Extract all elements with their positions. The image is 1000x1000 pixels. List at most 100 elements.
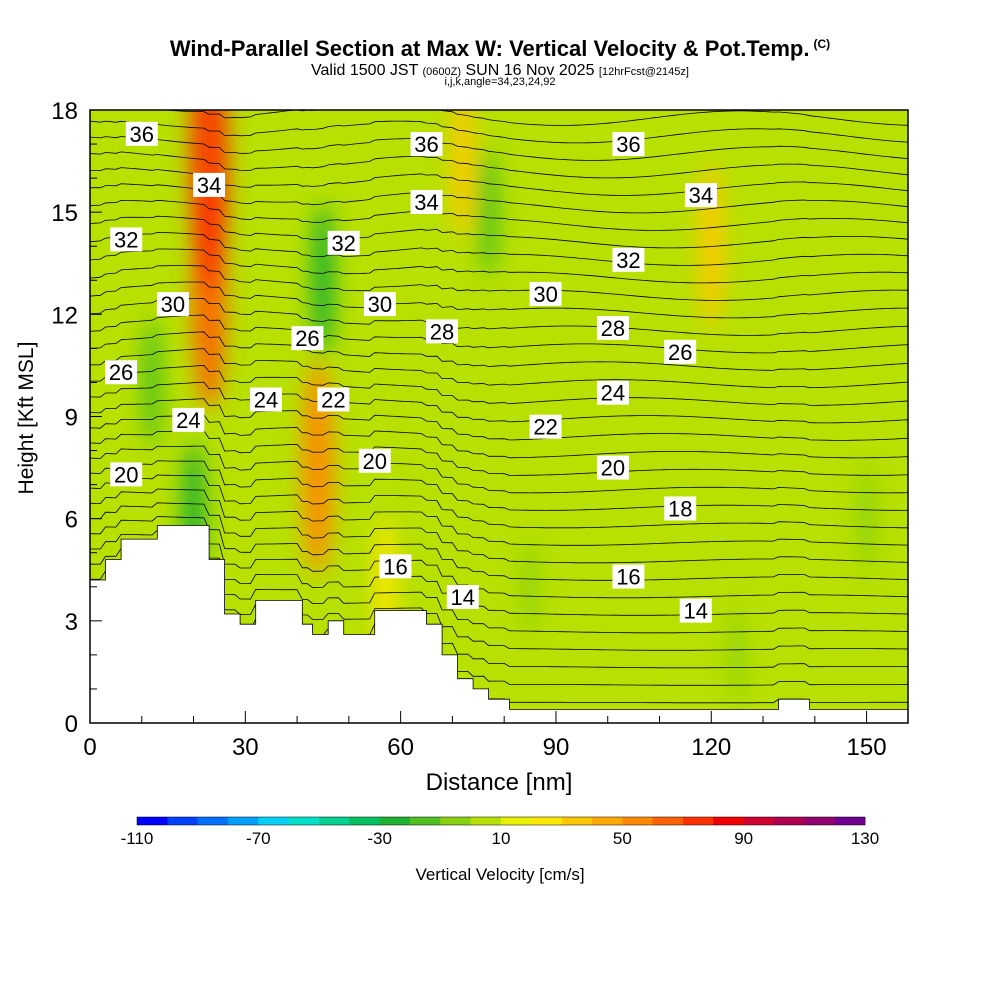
colorbar: -110 -70 -30 10 50 90 130	[121, 816, 879, 848]
theta-contour-21	[90, 297, 908, 336]
theta-label-text: 14	[451, 585, 475, 610]
valid-time-line: Valid 1500 JST (0600Z) SUN 16 Nov 2025 […	[0, 62, 1000, 80]
theta-contour-17	[90, 364, 908, 406]
colorbar-tick-label: -70	[246, 829, 271, 848]
theta-label-14: 14	[679, 598, 712, 624]
theta-label-box	[291, 326, 324, 351]
theta-contour-10	[90, 474, 908, 529]
theta-label-text: 20	[363, 449, 387, 474]
x-tick-label: 0	[83, 734, 96, 761]
theta-label-box	[596, 455, 629, 480]
colorbar-swatch	[652, 817, 684, 825]
theta-label-text: 32	[616, 248, 640, 273]
theta-label-32: 32	[327, 230, 360, 256]
theta-label-text: 36	[616, 132, 640, 157]
colorbar-tick-label: -30	[367, 829, 392, 848]
theta-label-box	[363, 292, 396, 317]
theta-label-text: 30	[368, 292, 392, 317]
contour-labels: 36 36 36 34 34 34 32 32 32 30 30 30 28 28 26 26 26 24 24 24…	[105, 122, 717, 624]
colorbar-tick-label: 130	[851, 829, 879, 848]
colorbar-swatch	[622, 817, 653, 825]
theta-label-box	[379, 554, 412, 579]
theta-label-34: 34	[684, 183, 717, 208]
colorbar-swatch	[592, 817, 623, 825]
theta-contour-6	[90, 529, 908, 599]
theta-label-text: 26	[109, 360, 133, 385]
colorbar-swatch	[531, 817, 562, 825]
theta-contour-32	[90, 120, 908, 144]
theta-contour-9	[90, 488, 908, 546]
theta-contour-23	[90, 265, 908, 301]
colorbar-swatch	[470, 817, 502, 825]
colorbar-swatch	[683, 817, 714, 825]
theta-contour-20	[90, 314, 908, 354]
forecast-info: [12hrFcst@2145z]	[598, 66, 689, 78]
theta-contour-24	[90, 248, 908, 284]
theta-label-box	[612, 132, 645, 157]
theta-label-box	[596, 315, 629, 340]
theta-contour-27	[90, 199, 908, 231]
theta-label-box	[664, 339, 697, 364]
theta-label-text: 34	[689, 183, 713, 208]
x-axis-label: Distance [nm]	[426, 769, 573, 796]
theta-label-box	[684, 183, 717, 208]
theta-label-box	[156, 292, 189, 317]
copyright-mark: (C)	[813, 36, 831, 51]
theta-label-box	[679, 598, 712, 623]
colorbar-swatch	[804, 817, 835, 825]
theta-label-text: 32	[114, 227, 138, 252]
theta-label-text: 26	[295, 326, 319, 351]
theta-label-box	[612, 564, 645, 589]
y-tick-label: 12	[51, 302, 78, 329]
theta-label-box	[664, 496, 697, 521]
theta-label-box	[446, 584, 479, 609]
theta-label-16: 16	[379, 554, 412, 579]
theta-label-box	[529, 281, 562, 306]
x-tick-label: 60	[387, 734, 414, 761]
theta-contour-7	[90, 516, 908, 581]
colorbar-swatch	[774, 817, 805, 825]
theta-label-36: 36	[125, 122, 158, 147]
colorbar-tick-label: 10	[492, 829, 511, 848]
theta-label-26: 26	[664, 339, 697, 365]
colorbar-swatch	[501, 817, 532, 825]
colorbar-tick-label: -110	[121, 829, 154, 848]
theta-contour-33	[148, 110, 908, 126]
w-feature-2	[301, 361, 334, 574]
theta-label-box	[426, 319, 459, 344]
theta-label-28: 28	[596, 315, 629, 341]
theta-label-box	[410, 189, 443, 214]
y-tick-label: 18	[51, 98, 78, 125]
valid-prefix: Valid 1500 JST	[311, 62, 419, 79]
theta-label-24: 24	[172, 407, 205, 433]
theta-contour-5	[90, 543, 908, 616]
theta-label-text: 16	[383, 554, 407, 579]
x-tick-label: 30	[232, 734, 259, 761]
theta-label-text: 32	[331, 231, 355, 256]
theta-contour-8	[90, 502, 908, 564]
theta-label-14: 14	[446, 584, 479, 610]
theta-label-box	[105, 360, 138, 385]
y-tick-label: 6	[65, 507, 78, 534]
x-tick-label: 150	[847, 734, 887, 761]
theta-contour-31	[90, 136, 908, 161]
w-feature-10	[522, 540, 538, 633]
theta-contour-29	[90, 167, 908, 196]
theta-label-box	[358, 448, 391, 473]
theta-label-28: 28	[426, 319, 459, 344]
title-text: Wind-Parallel Section at Max W: Vertical…	[169, 36, 810, 61]
theta-label-text: 28	[601, 316, 625, 341]
y-axis-label: Height [Kft MSL]	[15, 342, 38, 495]
colorbar-tick-label: 50	[613, 829, 632, 848]
theta-label-text: 16	[616, 565, 640, 590]
colorbar-swatch	[834, 817, 866, 825]
w-feature-12	[857, 466, 876, 571]
colorbar-swatch	[319, 817, 350, 825]
theta-label-text: 14	[683, 599, 707, 624]
theta-label-text: 22	[533, 415, 557, 440]
theta-label-22: 22	[317, 387, 350, 412]
theta-label-box	[410, 132, 443, 157]
theta-contour-16	[90, 381, 908, 424]
x-axis: 0 30 60 90 120 150	[83, 711, 887, 761]
